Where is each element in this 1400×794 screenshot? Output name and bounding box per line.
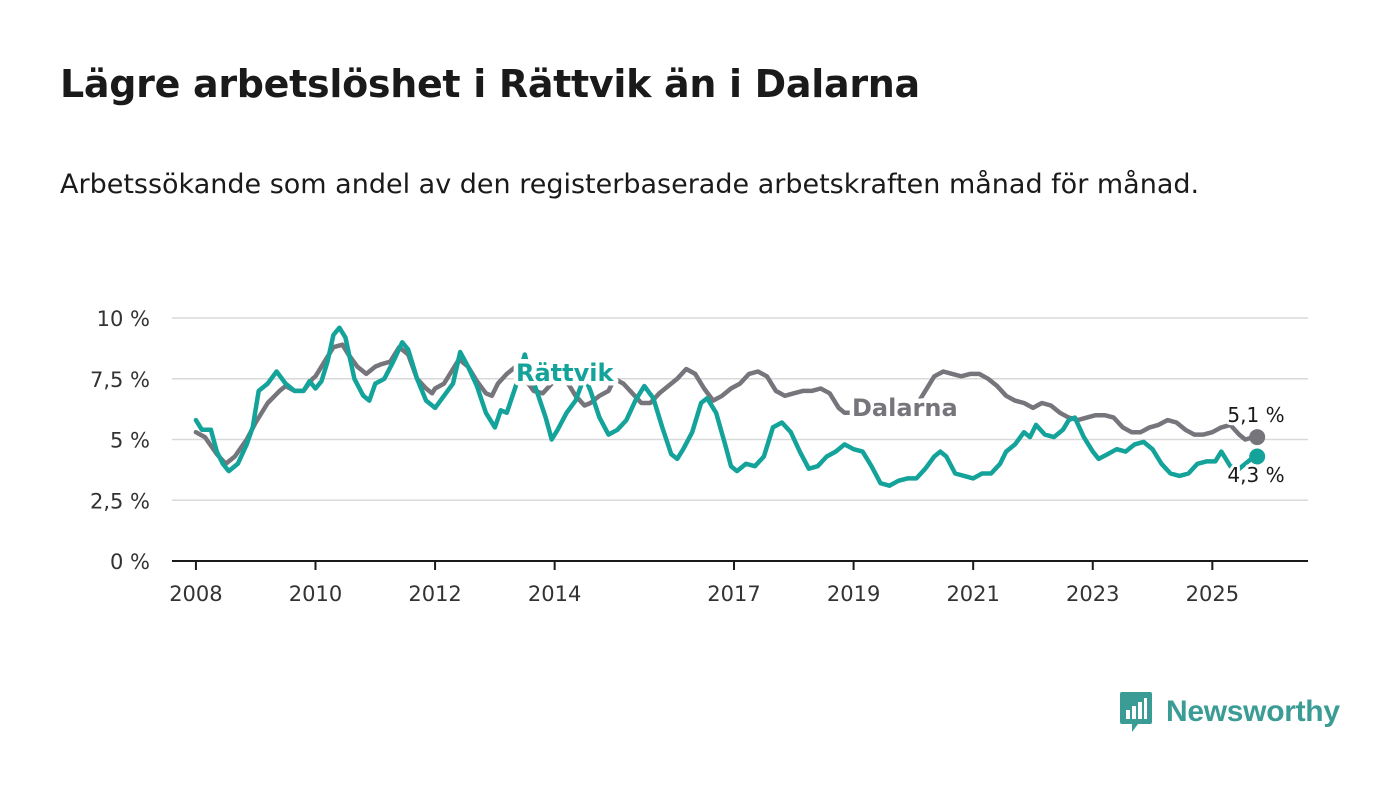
x-tick-label: 2008 (169, 582, 222, 606)
x-tick-label: 2010 (289, 582, 342, 606)
series-line-rattvik (193, 325, 1257, 488)
end-label-dalarna: 5,1 % (1227, 403, 1284, 427)
series-lines (193, 325, 1266, 488)
y-tick-label: 2,5 % (90, 489, 150, 513)
chart-subtitle: Arbetssökande som andel av den registerb… (60, 169, 1200, 200)
brand-name: Newsworthy (1166, 695, 1340, 728)
x-tick-label: 2017 (707, 582, 760, 606)
y-tick-label: 5 % (110, 429, 150, 453)
y-axis-ticks: 0 % 2,5 % 5 % 7,5 % 10 % (90, 307, 150, 574)
x-tick-label: 2019 (827, 582, 880, 606)
chart-title: Lägre arbetslöshet i Rättvik än i Dalarn… (60, 62, 920, 106)
brand-logo: Newsworthy (1118, 690, 1340, 734)
x-tick-label: 2021 (946, 582, 999, 606)
x-axis-ticks: 2008 2010 2012 2014 2017 2019 2021 2023 2025 (169, 561, 1239, 606)
end-label-halo: 5,1 % (1227, 403, 1284, 427)
x-tick-label: 2025 (1186, 582, 1239, 606)
y-tick-label: 0 % (110, 550, 150, 574)
end-label-rattvik: 4,3 % (1227, 463, 1284, 487)
end-point-dalarna (1249, 429, 1266, 446)
x-tick-label: 2023 (1066, 582, 1119, 606)
y-tick-label: 7,5 % (90, 368, 150, 392)
newsworthy-logo-icon (1120, 692, 1152, 732)
series-label-halo: Dalarna (852, 394, 958, 422)
series-label-halo: Rättvik (516, 359, 614, 387)
series-label-rattvik: Rättvik (516, 359, 614, 387)
series-label-dalarna: Dalarna (852, 394, 958, 422)
y-tick-label: 10 % (97, 307, 150, 331)
x-tick-label: 2012 (408, 582, 461, 606)
end-label-halo: 4,3 % (1227, 463, 1284, 487)
x-tick-label: 2014 (528, 582, 581, 606)
grid-lines (172, 317, 1308, 562)
end-point-rattvik (1249, 448, 1266, 465)
